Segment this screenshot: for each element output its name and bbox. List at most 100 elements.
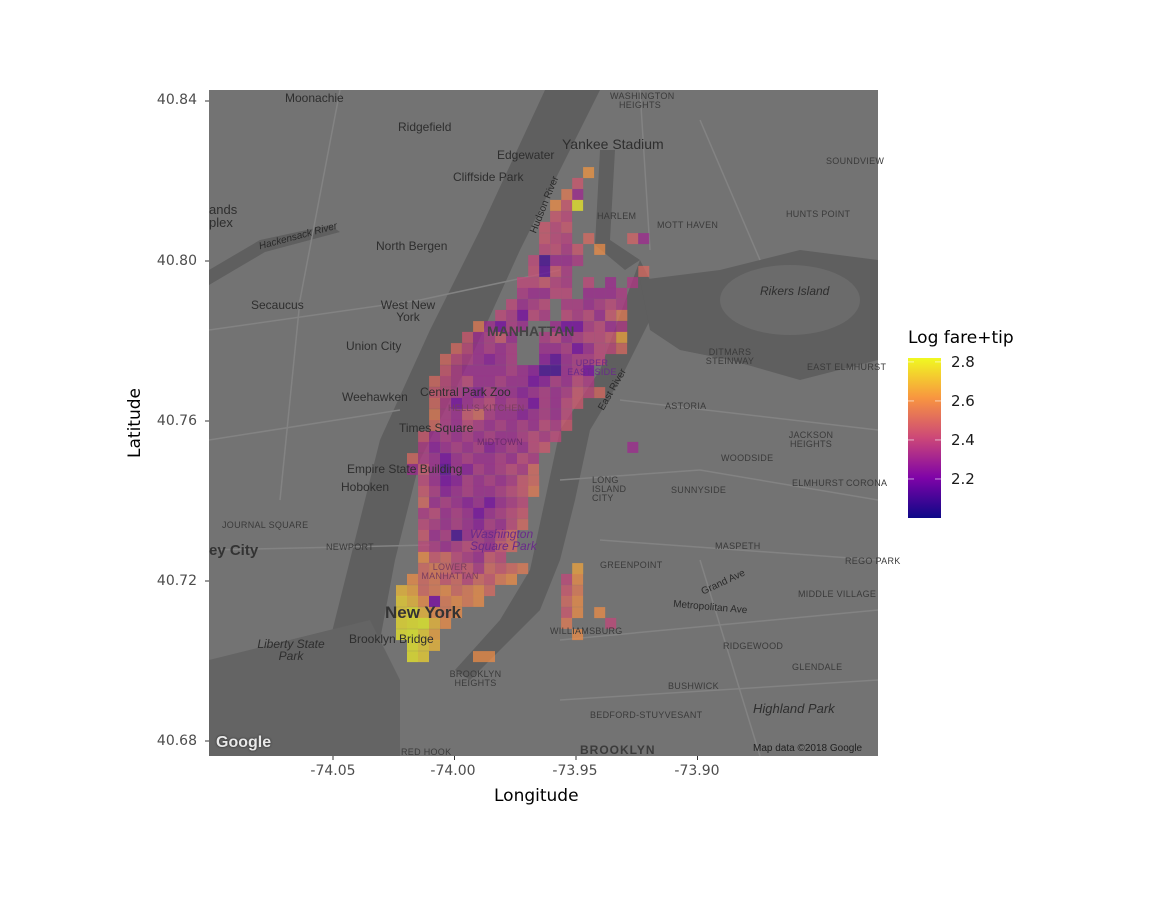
heatmap-cell (572, 177, 584, 189)
heatmap-cell (495, 387, 507, 399)
legend-colorbar (908, 358, 941, 518)
heatmap-cell (506, 375, 518, 387)
map-label: ASTORIA (665, 401, 707, 411)
map-label: WASHINGTON HEIGHTS (610, 91, 675, 110)
heatmap-cell (495, 431, 507, 443)
heatmap-cell (495, 331, 507, 343)
harlem-river (595, 150, 640, 270)
east-river (455, 260, 660, 680)
heatmap-cell (539, 431, 551, 443)
map-label: ELMHURST (792, 478, 844, 488)
heatmap-cell (616, 331, 628, 343)
heatmap-cell (484, 497, 496, 509)
heatmap-cell (396, 595, 407, 607)
y-tick-label: 40.72 (156, 573, 197, 589)
heatmap-cell (517, 431, 529, 443)
heatmap-cell (561, 595, 573, 607)
heatmap-cell (429, 595, 440, 607)
heatmap-cell (462, 365, 473, 377)
heatmap-cell (517, 397, 529, 409)
heatmap-cell (495, 353, 506, 365)
map-label: MIDTOWN (477, 437, 523, 447)
heatmap-cell (462, 595, 474, 607)
heatmap-cell (550, 255, 562, 267)
heatmap-cell (473, 365, 484, 377)
heatmap-cell (561, 353, 573, 365)
heatmap-cell (605, 277, 617, 289)
heatmap-cell (451, 507, 463, 519)
heatmap-cell (429, 475, 441, 487)
heatmap-cell (440, 409, 452, 421)
heatmap-cell (583, 233, 595, 245)
heatmap-cell (528, 277, 539, 289)
heatmap-cell (539, 387, 551, 399)
x-tick-label: -74.00 (430, 763, 476, 779)
axis-ticks (205, 100, 698, 760)
heatmap-cell (572, 255, 584, 267)
heatmap-cell (484, 409, 496, 421)
heatmap-cell (429, 375, 441, 387)
heatmap-cell (605, 287, 617, 299)
heatmap-cell (440, 353, 451, 365)
heatmap-cell (495, 573, 506, 585)
legend-label: 2.2 (951, 470, 975, 488)
heatmap-cell (473, 551, 485, 563)
y-tick-label: 40.84 (156, 92, 197, 108)
heatmap-cell (407, 629, 418, 641)
heatmap-cell (561, 607, 573, 619)
heatmap-cell (594, 299, 606, 311)
heatmap-cell (517, 497, 529, 509)
heatmap-cell (440, 541, 452, 553)
heatmap-cell (594, 243, 606, 255)
rikers-island (720, 265, 860, 335)
heatmap-cell (539, 277, 551, 289)
map-label: New York (385, 603, 461, 622)
heatmap-cell (484, 419, 496, 431)
heatmap-cell (539, 375, 551, 387)
heatmap-cell (627, 441, 639, 453)
heatmap-cell (550, 221, 562, 233)
heatmap-cell (440, 551, 452, 563)
heatmap-cell (484, 397, 496, 409)
heatmap-cell (517, 463, 528, 475)
heatmap-cell (418, 629, 429, 641)
heatmap-cell (473, 431, 485, 443)
heatmap-cell (539, 299, 551, 311)
heatmap-cell (561, 419, 573, 431)
heatmap-cell (506, 309, 518, 321)
heatmap-cell (429, 397, 441, 409)
heatmap-cell (561, 585, 573, 597)
heatmap-cell (451, 497, 463, 509)
heatmap-cell (506, 485, 518, 497)
heatmap-cell (561, 309, 573, 321)
heatmap-cell (572, 309, 584, 321)
heatmap-cell (539, 255, 551, 267)
heatmap-cell (561, 573, 573, 585)
heatmap-cell (462, 541, 474, 553)
heatmap-cell (495, 375, 507, 387)
heatmap-cell (495, 365, 506, 377)
heatmap-cell (396, 607, 407, 619)
heatmap-cell (473, 563, 485, 575)
map-label: LONG ISLAND CITY (592, 475, 627, 503)
heatmap-cell (627, 233, 639, 245)
heatmap-cell (418, 573, 429, 585)
heatmap-cell (495, 475, 507, 487)
map-label: GREENPOINT (600, 560, 663, 570)
heatmap-cell (627, 277, 639, 289)
heatmap-cell (561, 211, 573, 223)
heatmap-cell (440, 365, 451, 377)
heatmap-cell (572, 243, 584, 255)
heatmap-cell (506, 497, 518, 509)
map-label: WOODSIDE (721, 453, 774, 463)
heatmap-cell (451, 353, 462, 365)
heatmap-cell (594, 343, 605, 355)
heatmap-cell (506, 419, 518, 431)
heatmap-cell (473, 651, 484, 663)
heatmap-cell (539, 331, 551, 343)
heatmap-cell (462, 497, 474, 509)
heatmap-cell (583, 343, 594, 355)
heatmap-cell (473, 585, 485, 597)
heatmap-cell (484, 651, 495, 663)
heatmap-cell (429, 387, 441, 399)
